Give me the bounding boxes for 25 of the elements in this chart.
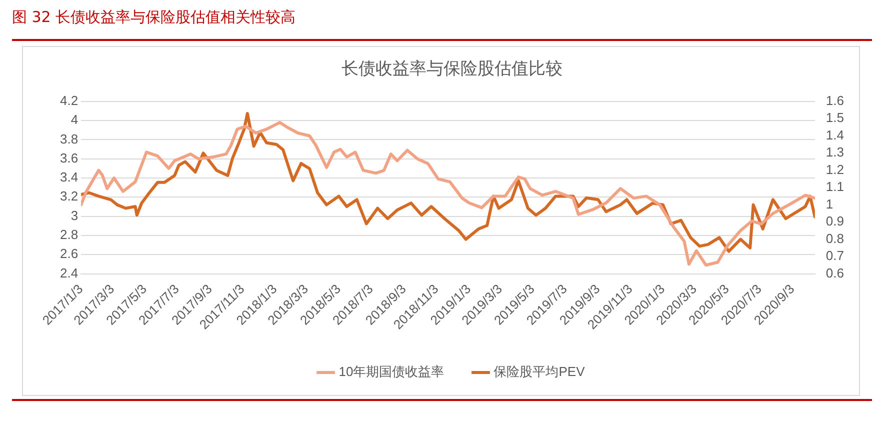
y2-tick-label: 1 [826, 196, 834, 212]
y-tick-label: 4 [70, 112, 78, 128]
legend-label: 10年期国债收益率 [338, 364, 444, 380]
y-tick-label: 3.4 [60, 170, 78, 185]
y-tick-label: 2.4 [60, 265, 78, 280]
y2-tick-label: 0.6 [826, 265, 844, 280]
y2-tick-label: 1.3 [826, 144, 844, 160]
chart-title: 图 32 长债收益率与保险股估值相关性较高 [12, 8, 296, 27]
chart-subtitle: 长债收益率与保险股估值比较 [342, 58, 562, 78]
y-tick-label: 2.8 [60, 227, 78, 242]
y-tick-label: 3.8 [60, 131, 78, 146]
y2-tick-label: 0.8 [826, 230, 844, 246]
y2-tick-label: 0.9 [826, 214, 844, 229]
y-tick-label: 3.2 [60, 188, 78, 204]
y-tick-label: 3 [70, 208, 78, 223]
y2-tick-label: 1.6 [826, 92, 844, 108]
y2-tick-label: 1.5 [826, 110, 844, 126]
y-tick-label: 3.6 [60, 150, 78, 166]
y-tick-label: 4.2 [60, 92, 78, 108]
y2-tick-label: 1.1 [826, 179, 844, 194]
y2-tick-label: 0.7 [826, 248, 844, 264]
y-tick-label: 2.6 [60, 246, 78, 262]
legend-label: 保险股平均PEV [494, 364, 586, 380]
y2-tick-label: 1.4 [826, 127, 844, 142]
y2-tick-label: 1.2 [826, 162, 844, 177]
